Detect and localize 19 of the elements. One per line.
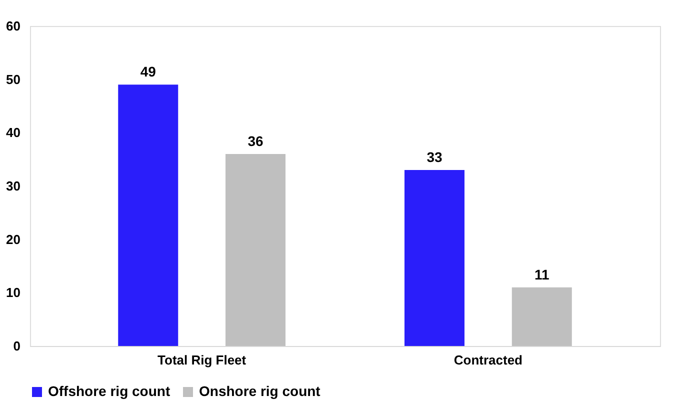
x-tick-label: Contracted: [454, 352, 523, 368]
data-label: 33: [426, 149, 442, 165]
y-tick-label: 0: [13, 338, 20, 354]
bar: [226, 154, 286, 346]
bar: [404, 170, 464, 346]
y-tick-label: 20: [6, 232, 20, 247]
legend-label: Onshore rig count: [199, 383, 321, 399]
bar: [512, 287, 572, 346]
y-tick-label: 60: [6, 18, 20, 34]
data-label: 11: [534, 266, 550, 282]
x-tick-label: Total Rig Fleet: [158, 352, 247, 368]
y-tick-label: 40: [6, 125, 20, 140]
y-tick-label: 10: [6, 285, 20, 300]
legend-label: Offshore rig count: [48, 383, 170, 399]
y-tick-label: 50: [6, 72, 20, 87]
y-tick-label: 30: [6, 178, 20, 194]
data-label: 49: [140, 64, 156, 80]
bar: [118, 84, 178, 346]
data-label: 36: [248, 133, 264, 149]
